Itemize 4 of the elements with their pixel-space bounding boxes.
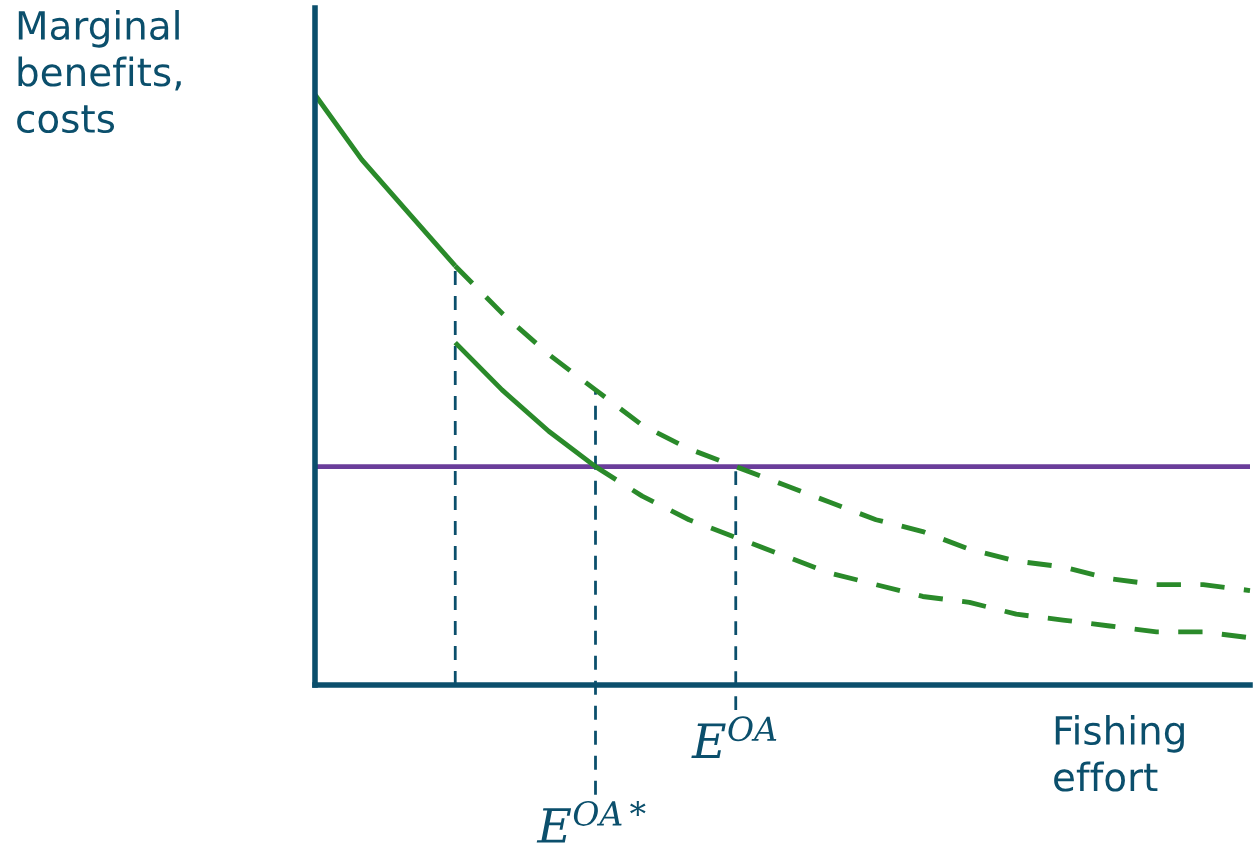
x-axis-title: Fishing effort xyxy=(1054,715,1184,792)
text: E$^{OA*}$ xyxy=(536,800,646,843)
text: E$^{OA}$ xyxy=(691,716,777,758)
y-axis-title: Marginal benefits, costs xyxy=(17,10,181,134)
